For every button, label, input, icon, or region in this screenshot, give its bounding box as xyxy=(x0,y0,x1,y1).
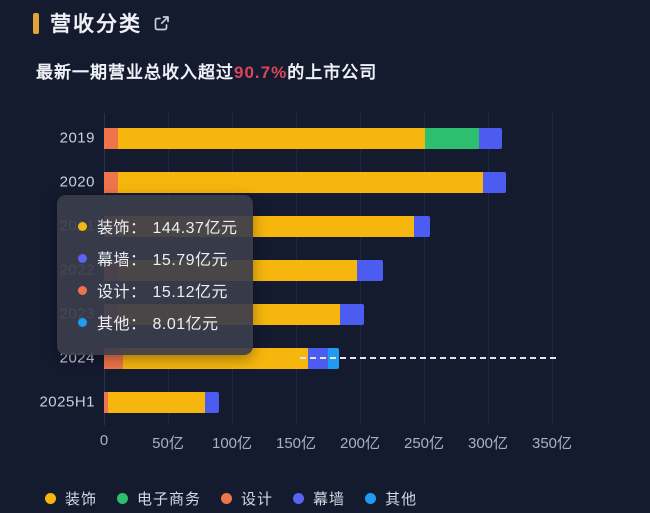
page-title: 营收分类 xyxy=(50,13,142,36)
panel-header: 营收分类 xyxy=(33,8,171,38)
legend-color-dot xyxy=(221,493,233,504)
bar-segment[interactable] xyxy=(482,171,506,193)
legend-color-dot xyxy=(117,493,129,504)
legend-label: 幕墙 xyxy=(313,491,346,508)
tooltip-series-label: 装饰： xyxy=(97,220,147,237)
x-axis-tick-label: 150亿 xyxy=(275,435,317,452)
tooltip-series-value: 15.79亿元 xyxy=(152,252,229,269)
bar-row-2019[interactable] xyxy=(104,127,503,149)
legend-color-dot xyxy=(45,493,56,504)
y-axis-label: 2020 xyxy=(59,173,95,191)
bar-segment[interactable] xyxy=(104,171,119,193)
bar-segment[interactable] xyxy=(104,391,108,413)
chart-legend: 装饰 电子商务 设计 幕墙 其他 xyxy=(45,488,417,509)
x-axis-tick-label: 300亿 xyxy=(467,435,509,452)
tooltip-row: 设计： 15.12亿元 xyxy=(78,274,253,306)
subtitle-highlight-percent: 90.7% xyxy=(234,63,288,82)
bar-segment[interactable] xyxy=(357,259,384,281)
gridline xyxy=(552,113,553,425)
x-axis-tick-label: 100亿 xyxy=(211,435,253,452)
legend-color-dot xyxy=(365,493,377,504)
legend-item-其他[interactable]: 其他 xyxy=(365,488,417,509)
legend-label: 电子商务 xyxy=(137,491,202,508)
x-axis-tick-label: 350亿 xyxy=(531,435,573,452)
bar-segment[interactable] xyxy=(413,215,431,237)
bar-row-2025H1[interactable] xyxy=(104,391,220,413)
subtitle-prefix: 最新一期营业总收入超过 xyxy=(36,63,234,82)
legend-label: 装饰 xyxy=(65,491,98,508)
tooltip-row: 幕墙： 15.79亿元 xyxy=(78,242,253,274)
tooltip-series-value: 144.37亿元 xyxy=(152,220,238,237)
tooltip-series-value: 15.12亿元 xyxy=(152,284,229,301)
bar-segment[interactable] xyxy=(118,127,426,149)
bar-segment[interactable] xyxy=(205,391,220,413)
bar-segment[interactable] xyxy=(104,127,119,149)
series-color-dot xyxy=(78,221,87,231)
tooltip-series-label: 设计： xyxy=(97,284,147,301)
bar-row-2020[interactable] xyxy=(104,171,506,193)
series-color-dot xyxy=(78,253,87,263)
legend-item-幕墙[interactable]: 幕墙 xyxy=(293,488,345,509)
y-axis-label: 2025H1 xyxy=(39,393,95,411)
bar-segment[interactable] xyxy=(425,127,480,149)
legend-color-dot xyxy=(293,493,305,504)
tooltip-row: 装饰： 144.37亿元 xyxy=(78,210,253,242)
gridline xyxy=(488,113,489,425)
x-axis-tick-label: 200亿 xyxy=(339,435,381,452)
series-color-dot xyxy=(78,317,87,327)
tooltip-series-value: 8.01亿元 xyxy=(152,316,219,333)
legend-item-设计[interactable]: 设计 xyxy=(221,488,273,509)
tooltip-series-label: 幕墙： xyxy=(97,252,147,269)
bar-segment[interactable] xyxy=(339,303,364,325)
y-axis-label: 2019 xyxy=(59,129,95,147)
gridline xyxy=(424,113,425,425)
title-accent-bar xyxy=(33,12,39,34)
hover-dashed-line xyxy=(299,357,556,359)
chart-subtitle: 最新一期营业总收入超过90.7%的上市公司 xyxy=(36,58,377,83)
bar-segment[interactable] xyxy=(107,391,206,413)
chart-tooltip: 装饰： 144.37亿元 幕墙： 15.79亿元 设计： 15.12亿元 其他： 8.01亿元 xyxy=(57,195,253,355)
legend-item-装饰[interactable]: 装饰 xyxy=(45,488,97,509)
bar-segment[interactable] xyxy=(479,127,503,149)
tooltip-row: 其他： 8.01亿元 xyxy=(78,306,253,338)
legend-item-电子商务[interactable]: 电子商务 xyxy=(117,488,201,509)
external-link-icon[interactable] xyxy=(152,14,171,33)
legend-label: 设计 xyxy=(241,491,274,508)
x-axis-tick-label: 0 xyxy=(99,432,109,449)
x-axis-tick-label: 50亿 xyxy=(152,435,184,452)
tooltip-series-label: 其他： xyxy=(97,316,147,333)
subtitle-suffix: 的上市公司 xyxy=(287,63,378,82)
series-color-dot xyxy=(78,285,87,295)
bar-segment[interactable] xyxy=(118,171,483,193)
legend-label: 其他 xyxy=(385,491,418,508)
x-axis-tick-label: 250亿 xyxy=(403,435,445,452)
